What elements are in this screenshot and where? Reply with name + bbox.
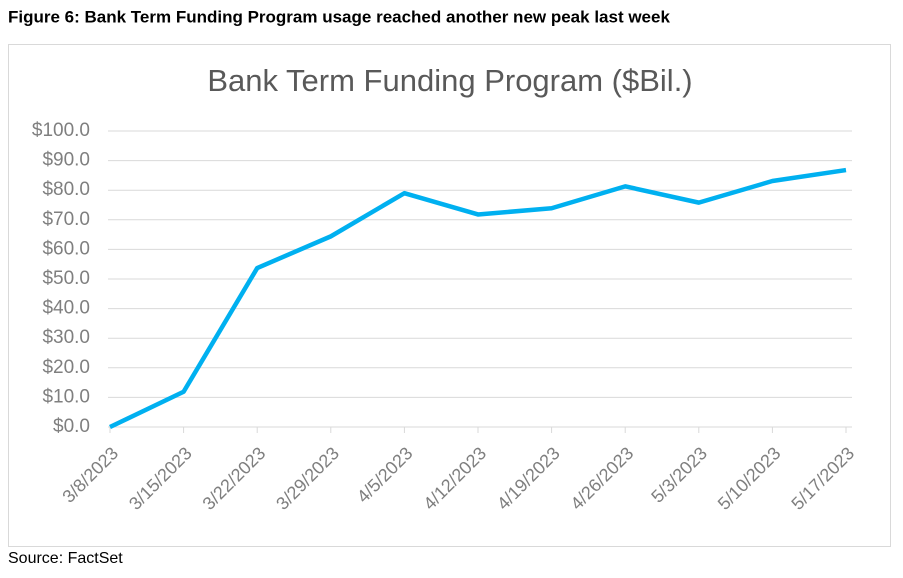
x-tick-label: 4/12/2023 — [419, 443, 490, 514]
figure-heading: Figure 6: Bank Term Funding Program usag… — [8, 7, 670, 26]
y-tick-label: $10.0 — [42, 386, 90, 407]
y-tick-label: $30.0 — [42, 327, 90, 348]
x-tick-label: 5/10/2023 — [714, 443, 785, 514]
chart-frame — [8, 44, 891, 547]
source-note: Source: FactSet — [8, 550, 123, 567]
y-tick-label: $40.0 — [42, 298, 90, 319]
y-tick-label: $90.0 — [42, 150, 90, 171]
x-tick-label: 3/22/2023 — [199, 443, 270, 514]
y-tick-label: $20.0 — [42, 357, 90, 378]
x-tick-label: 3/15/2023 — [125, 443, 196, 514]
x-tick-label: 4/19/2023 — [493, 443, 564, 514]
data-line — [109, 167, 847, 430]
y-tick-label: $60.0 — [42, 238, 90, 259]
x-tick-label: 3/29/2023 — [272, 443, 343, 514]
y-tick-label: $80.0 — [42, 179, 90, 200]
y-tick-label: $50.0 — [42, 268, 90, 289]
x-tick-label: 3/8/2023 — [58, 443, 122, 507]
y-tick-label: $0.0 — [53, 416, 90, 437]
y-tick-label: $100.0 — [32, 120, 90, 141]
x-tick-label: 4/5/2023 — [353, 443, 417, 507]
y-tick-label: $70.0 — [42, 209, 90, 230]
x-tick-label: 5/3/2023 — [647, 443, 711, 507]
chart-title: Bank Term Funding Program ($Bil.) — [207, 63, 692, 98]
x-tick-label: 5/17/2023 — [787, 443, 858, 514]
x-tick-label: 4/26/2023 — [567, 443, 638, 514]
